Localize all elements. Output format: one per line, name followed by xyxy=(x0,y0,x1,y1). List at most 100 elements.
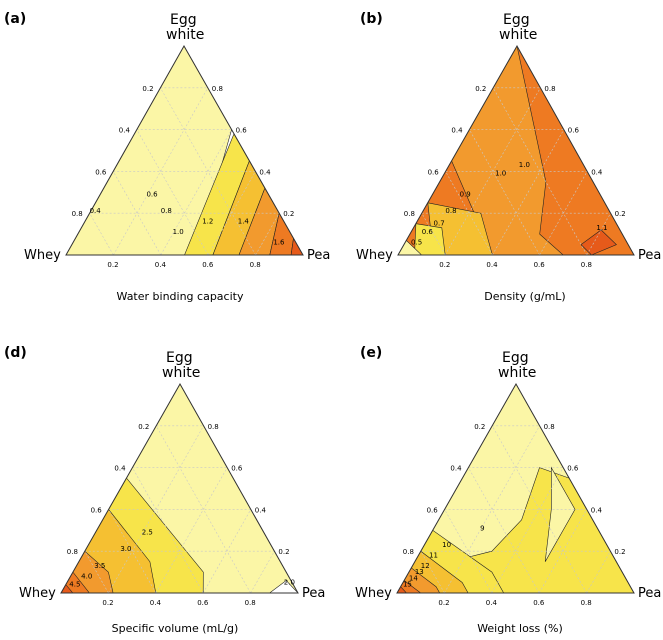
contour-label: 3.0 xyxy=(120,545,131,553)
panel-caption: Density (g/mL) xyxy=(484,290,565,303)
grid-line xyxy=(202,509,252,594)
grid-line xyxy=(539,171,588,256)
tick-label-right: 0.4 xyxy=(591,506,603,514)
ternary-panel-e: 0.2 0.2 0.2 0.4 0.4 0.4 0.6 0.6 0.6 0.8 0.8 0.8 9 10 1… xyxy=(355,345,661,635)
tick-label-bottom: 0.6 xyxy=(197,599,209,607)
panel-letter: (a) xyxy=(4,11,26,27)
grid-line xyxy=(250,551,275,594)
tick-label-right: 0.8 xyxy=(544,85,555,93)
contour-label: 1.6 xyxy=(273,239,285,247)
tick-label-right: 0.2 xyxy=(283,210,294,218)
tick-label-bottom: 0.6 xyxy=(202,261,214,269)
vertex-label-top: white xyxy=(499,27,537,43)
panel-letter: (b) xyxy=(360,11,383,27)
contour-label: 1.2 xyxy=(202,218,213,226)
tick-label-bottom: 0.6 xyxy=(534,261,546,269)
panel-caption: Weight loss (%) xyxy=(477,622,563,635)
panel-letter: (e) xyxy=(360,345,382,361)
ternary-panel-a: 0.2 0.2 0.2 0.4 0.4 0.4 0.6 0.6 0.6 0.8 0.8 0.8 0.4 0… xyxy=(4,11,330,303)
tick-label-left: 0.6 xyxy=(427,506,439,514)
contour-fill xyxy=(397,384,634,593)
vertex-label-top: Egg xyxy=(170,12,197,28)
contour-label: 4.0 xyxy=(81,572,92,580)
contour-label: 3.5 xyxy=(94,562,105,570)
tick-label-bottom: 0.8 xyxy=(581,599,592,607)
tick-label-right: 0.4 xyxy=(591,168,603,176)
tick-label-bottom: 0.4 xyxy=(150,599,162,607)
contour-label: 0.7 xyxy=(434,220,445,228)
contour-label: 0.6 xyxy=(422,228,434,236)
contour-label: 0.6 xyxy=(146,190,158,198)
vertex-label-top: white xyxy=(166,27,204,43)
tick-label-bottom: 0.2 xyxy=(102,599,113,607)
tick-label-right: 0.2 xyxy=(615,210,626,218)
vertex-label-left: Whey xyxy=(356,248,393,263)
tick-label-left: 0.6 xyxy=(428,168,440,176)
tick-label-left: 0.4 xyxy=(119,127,131,135)
contour-band xyxy=(414,223,446,255)
tick-label-right: 0.6 xyxy=(567,465,579,473)
contour-fill xyxy=(66,46,303,255)
panel-caption: Specific volume (mL/g) xyxy=(112,622,239,635)
ternary-panel-b: 0.20.20.20.40.40.40.60.60.60.80.80.80.50… xyxy=(356,11,661,303)
grid-line xyxy=(89,213,114,256)
contour-label: 0.9 xyxy=(460,190,471,198)
contour-label: 10 xyxy=(442,541,451,549)
contour-label: 0.5 xyxy=(411,239,422,247)
tick-label-left: 0.8 xyxy=(67,548,78,556)
grid-line xyxy=(160,129,232,256)
contour-band xyxy=(268,580,298,593)
vertex-label-top: Egg xyxy=(166,350,193,366)
grid-line xyxy=(112,171,162,256)
tick-label-right: 0.8 xyxy=(208,423,219,431)
grid-line xyxy=(444,87,541,256)
contour-band xyxy=(544,466,576,562)
vertex-label-right: Pea xyxy=(638,586,661,601)
tick-label-bottom: 0.8 xyxy=(245,599,256,607)
contour-label: 2.0 xyxy=(284,579,295,587)
grid-line xyxy=(420,551,445,594)
vertex-label-top: white xyxy=(498,365,536,381)
tick-label-right: 0.4 xyxy=(255,506,267,514)
grid-line xyxy=(468,467,540,594)
tick-label-left: 0.4 xyxy=(451,127,463,135)
contour-label: 12 xyxy=(421,562,430,570)
grid-line xyxy=(586,213,611,256)
vertex-label-left: Whey xyxy=(355,586,392,601)
tick-label-bottom: 0.2 xyxy=(438,599,449,607)
tick-label-right: 0.8 xyxy=(544,423,555,431)
tick-label-bottom: 0.6 xyxy=(533,599,545,607)
grid-line xyxy=(444,509,493,594)
vertex-label-left: Whey xyxy=(19,586,56,601)
tick-label-left: 0.2 xyxy=(142,85,153,93)
tick-label-bottom: 0.2 xyxy=(107,261,118,269)
grid-line xyxy=(136,129,209,256)
contour-label: 15 xyxy=(403,581,412,589)
vertex-label-top: Egg xyxy=(502,350,529,366)
tick-label-left: 0.6 xyxy=(91,506,103,514)
tick-label-left: 0.6 xyxy=(95,168,107,176)
tick-label-left: 0.8 xyxy=(403,548,414,556)
tick-label-left: 0.8 xyxy=(72,210,83,218)
ternary-panel-d: 0.2 0.2 0.2 0.4 0.4 0.4 0.6 0.6 0.6 0.8 0.8 0.8 2.0 2… xyxy=(4,345,325,635)
tick-label-right: 0.2 xyxy=(614,548,625,556)
tick-label-right: 0.6 xyxy=(568,127,580,135)
vertex-label-right: Pea xyxy=(638,248,661,263)
contour-label: 11 xyxy=(429,551,438,559)
contour-label: 9 xyxy=(480,524,484,532)
tick-label-right: 0.4 xyxy=(259,168,271,176)
contour-label: 0.8 xyxy=(161,207,172,215)
grid-line xyxy=(586,551,611,594)
grid-line xyxy=(207,171,256,256)
tick-label-left: 0.4 xyxy=(114,465,126,473)
tick-label-bottom: 0.2 xyxy=(439,261,450,269)
contour-band xyxy=(451,46,564,255)
contour-label: 0.4 xyxy=(90,207,102,215)
tick-label-left: 0.2 xyxy=(475,85,486,93)
triangle-outline xyxy=(397,44,635,256)
tick-label-right: 0.6 xyxy=(236,127,248,135)
grid-lines xyxy=(420,425,611,594)
triangle-outline xyxy=(396,382,635,594)
grid-line xyxy=(255,213,280,256)
panel-caption: Water binding capacity xyxy=(117,290,244,303)
